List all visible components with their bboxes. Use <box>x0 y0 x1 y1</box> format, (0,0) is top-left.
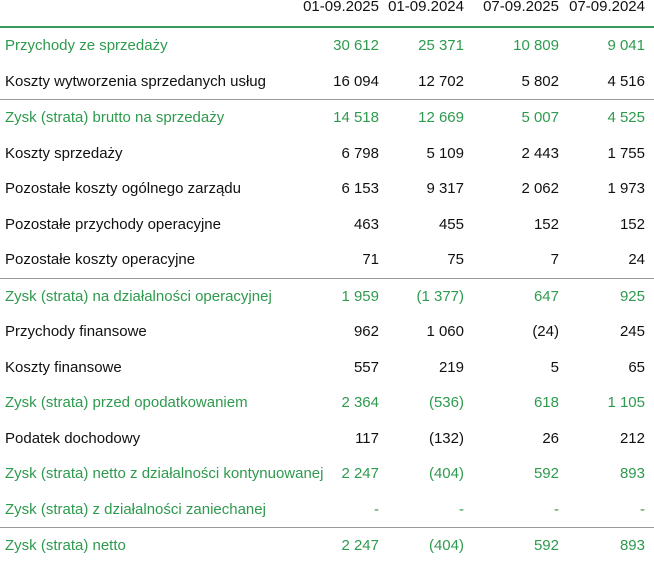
row-value: 5 802 <box>521 72 559 90</box>
row-value: 65 <box>628 358 645 376</box>
row-value: 1 105 <box>607 394 645 412</box>
row-label: Zysk (strata) netto <box>5 537 126 555</box>
row-value: 12 669 <box>418 109 464 127</box>
row-value: (404) <box>428 465 464 483</box>
table-row-gross-profit: Zysk (strata) brutto na sprzedaży 14 518… <box>0 99 654 136</box>
row-value: - <box>640 500 645 518</box>
table-row-discontinued-profit: Zysk (strata) z działalności zaniechanej… <box>0 492 654 528</box>
table-row: Koszty sprzedaży 6 798 5 109 2 443 1 755 <box>0 136 654 172</box>
row-value: (132) <box>428 429 464 447</box>
row-value: 212 <box>619 429 645 447</box>
header-row: 01-09.2025 01-09.2024 07-09.2025 07-09.2… <box>0 0 654 28</box>
row-value: 14 518 <box>333 109 379 127</box>
row-value: 4 525 <box>607 109 645 127</box>
row-value: - <box>459 500 464 518</box>
row-value: 455 <box>438 215 464 233</box>
row-value: 6 153 <box>341 180 379 198</box>
row-value: 1 959 <box>341 287 379 305</box>
table-row-net-profit: Zysk (strata) netto 2 247 (404) 592 893 <box>0 527 654 564</box>
row-value: 152 <box>619 215 645 233</box>
row-value: 2 247 <box>341 537 379 555</box>
row-value: 152 <box>533 215 559 233</box>
row-value: 1 755 <box>607 144 645 162</box>
column-header: 01-09.2024 <box>388 0 464 15</box>
row-value: 71 <box>362 251 379 269</box>
row-value: 26 <box>542 429 559 447</box>
row-value: 5 109 <box>426 144 464 162</box>
row-value: 2 443 <box>521 144 559 162</box>
row-value: - <box>554 500 559 518</box>
row-value: 6 798 <box>341 144 379 162</box>
row-label: Zysk (strata) brutto na sprzedaży <box>5 109 225 127</box>
row-value: 75 <box>447 251 464 269</box>
table-row-revenue: Przychody ze sprzedaży 30 612 25 371 10 … <box>0 28 654 64</box>
row-value: 592 <box>533 537 559 555</box>
table-row: Pozostałe koszty operacyjne 71 75 7 24 <box>0 242 654 278</box>
row-value: 7 <box>550 251 559 269</box>
row-value: 2 247 <box>341 465 379 483</box>
row-value: 592 <box>533 465 559 483</box>
row-value: 24 <box>628 251 645 269</box>
row-label: Pozostałe koszty ogólnego zarządu <box>5 180 241 198</box>
row-label: Zysk (strata) przed opodatkowaniem <box>5 394 248 412</box>
row-value: 962 <box>353 323 379 341</box>
row-label: Zysk (strata) netto z działalności konty… <box>5 465 324 483</box>
row-value: 12 702 <box>418 72 464 90</box>
row-value: 25 371 <box>418 37 464 55</box>
row-value: 647 <box>533 287 559 305</box>
table-row: Pozostałe koszty ogólnego zarządu 6 153 … <box>0 171 654 207</box>
row-label: Pozostałe przychody operacyjne <box>5 215 221 233</box>
row-label: Koszty sprzedaży <box>5 144 123 162</box>
table-row: Koszty finansowe 557 219 5 65 <box>0 350 654 386</box>
row-label: Przychody ze sprzedaży <box>5 37 168 55</box>
row-value: - <box>374 500 379 518</box>
column-header: 07-09.2024 <box>569 0 645 15</box>
row-label: Zysk (strata) na działalności operacyjne… <box>5 287 272 305</box>
row-value: 4 516 <box>607 72 645 90</box>
row-label: Pozostałe koszty operacyjne <box>5 251 196 269</box>
column-header: 07-09.2025 <box>483 0 559 15</box>
row-value: 5 007 <box>521 109 559 127</box>
row-value: 219 <box>438 358 464 376</box>
row-value: (1 377) <box>416 287 464 305</box>
table-row: Przychody finansowe 962 1 060 (24) 245 <box>0 314 654 350</box>
row-value: 893 <box>619 537 645 555</box>
row-value: 10 809 <box>513 37 559 55</box>
row-value: 5 <box>550 358 559 376</box>
row-label: Koszty finansowe <box>5 358 122 376</box>
row-value: 2 062 <box>521 180 559 198</box>
row-value: (24) <box>532 323 559 341</box>
row-value: 1 060 <box>426 323 464 341</box>
row-value: 30 612 <box>333 37 379 55</box>
column-header: 01-09.2025 <box>303 0 379 15</box>
row-label: Przychody finansowe <box>5 323 147 341</box>
table-row-pretax-profit: Zysk (strata) przed opodatkowaniem 2 364… <box>0 385 654 421</box>
table-row: Podatek dochodowy 117 (132) 26 212 <box>0 421 654 457</box>
row-value: 2 364 <box>341 394 379 412</box>
table-row: Pozostałe przychody operacyjne 463 455 1… <box>0 207 654 243</box>
row-value: 618 <box>533 394 559 412</box>
row-value: 9 317 <box>426 180 464 198</box>
row-label: Podatek dochodowy <box>5 429 141 447</box>
table-row-operating-profit: Zysk (strata) na działalności operacyjne… <box>0 277 654 315</box>
row-value: 245 <box>619 323 645 341</box>
row-value: 557 <box>353 358 379 376</box>
row-label: Zysk (strata) z działalności zaniechanej <box>5 500 266 518</box>
row-value: 893 <box>619 465 645 483</box>
row-value: 9 041 <box>607 37 645 55</box>
row-value: 925 <box>619 287 645 305</box>
table-row: Koszty wytworzenia sprzedanych usług 16 … <box>0 64 654 100</box>
row-value: (536) <box>428 394 464 412</box>
row-value: 1 973 <box>607 180 645 198</box>
row-value: 16 094 <box>333 72 379 90</box>
row-label: Koszty wytworzenia sprzedanych usług <box>5 72 266 90</box>
row-value: 463 <box>353 215 379 233</box>
row-value: 117 <box>355 429 379 447</box>
table-row-continuing-net-profit: Zysk (strata) netto z działalności konty… <box>0 456 654 492</box>
row-value: (404) <box>428 537 464 555</box>
